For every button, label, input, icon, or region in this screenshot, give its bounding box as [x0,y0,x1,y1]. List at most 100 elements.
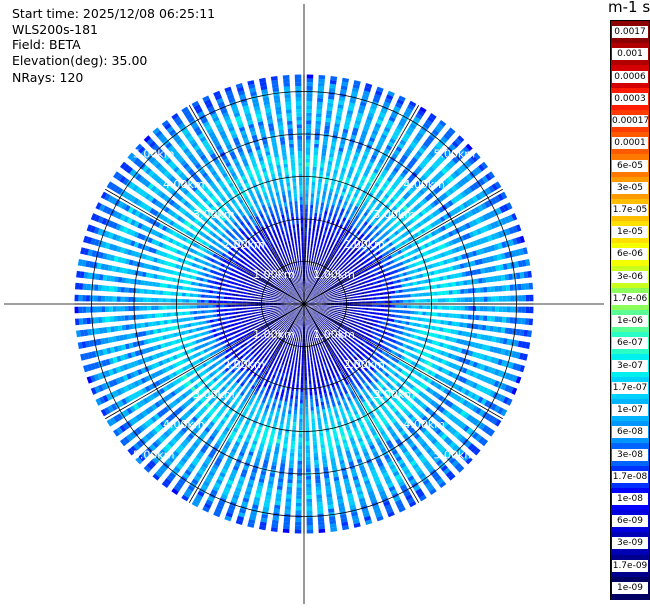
beta-gate-cell [359,161,365,168]
beta-gate-cell [495,264,501,272]
beta-gate-cell [306,306,310,310]
beta-gate-cell [328,411,333,416]
beta-gate-cell [346,284,351,288]
beta-gate-cell [157,436,165,443]
beta-gate-cell [270,326,274,331]
beta-gate-cell [486,286,492,293]
beta-gate-cell [344,222,349,228]
beta-gate-cell [430,247,436,254]
beta-gate-cell [311,321,315,325]
beta-gate-cell [301,319,303,323]
beta-gate-cell [331,274,335,279]
beta-gate-cell [342,128,349,134]
beta-gate-cell [359,316,364,320]
beta-gate-cell [244,437,251,443]
beta-gate-cell [317,351,320,356]
beta-gate-cell [195,391,201,398]
beta-gate-cell [462,201,469,209]
beta-gate-cell [373,281,378,285]
beta-gate-cell [197,490,205,498]
beta-gate-cell [347,106,355,112]
beta-gate-cell [345,281,350,285]
beta-gate-cell [399,405,406,411]
beta-gate-cell [391,300,396,303]
beta-gate-cell [242,397,248,403]
beta-gate-cell [344,156,350,162]
beta-gate-cell [335,444,341,450]
beta-gate-cell [337,249,342,255]
beta-gate-cell [315,201,319,206]
beta-gate-cell [431,438,438,445]
beta-gate-cell [344,331,349,335]
beta-gate-cell [333,225,338,231]
beta-gate-cell [328,290,332,293]
beta-gate-cell [396,124,404,131]
beta-gate-cell [187,388,193,395]
beta-gate-cell [332,281,336,285]
beta-gate-cell [356,230,361,235]
beta-gate-cell [331,259,335,264]
beta-gate-cell [202,362,208,368]
beta-gate-cell [383,296,388,299]
beta-gate-cell [322,409,326,414]
beta-gate-cell [318,355,322,360]
beta-gate-cell [365,341,370,345]
beta-gate-cell [328,332,332,337]
beta-gate-cell [361,298,366,301]
beta-gate-cell [382,206,388,213]
beta-gate-cell [287,330,290,335]
beta-gate-cell [305,154,311,159]
beta-gate-cell [481,438,489,447]
beta-gate-cell [410,376,416,382]
beta-gate-cell [232,465,239,472]
beta-gate-cell [274,325,279,330]
beta-gate-cell [296,325,298,330]
beta-gate-cell [248,335,253,339]
beta-gate-cell [391,152,399,159]
beta-gate-cell [205,499,213,506]
beta-gate-cell [328,291,333,295]
beta-gate-cell [468,403,476,411]
beta-gate-cell [476,228,482,235]
beta-gate-cell [253,372,258,378]
beta-gate-cell [337,296,342,299]
beta-gate-cell [218,409,225,415]
beta-gate-cell [517,340,523,348]
beta-gate-cell [349,322,354,326]
beta-gate-cell [315,120,321,125]
beta-gate-cell [466,186,473,194]
beta-gate-cell [370,243,375,248]
beta-gate-cell [309,208,313,213]
beta-gate-cell [403,450,411,457]
beta-gate-cell [349,364,354,369]
beta-gate-cell [375,512,383,518]
beta-gate-cell [352,375,358,381]
beta-gate-cell [345,177,351,183]
beta-gate-cell [360,270,365,274]
beta-gate-cell [433,305,438,310]
beta-gate-cell [197,399,203,406]
beta-gate-cell [340,342,345,347]
beta-gate-cell [327,231,331,236]
beta-gate-cell [323,336,327,341]
beta-gate-cell [394,314,399,318]
beta-gate-cell [310,262,313,267]
beta-gate-cell [353,301,358,304]
beta-gate-cell [421,404,428,411]
beta-gate-cell [439,406,446,414]
beta-gate-cell [322,254,326,259]
beta-gate-cell [298,306,302,310]
beta-gate-cell [308,322,310,327]
beta-gate-cell [313,288,316,292]
beta-gate-cell [374,272,379,276]
beta-gate-cell [338,298,342,300]
beta-gate-cell [447,426,455,433]
beta-gate-cell [428,388,435,395]
beta-gate-cell [342,340,347,345]
beta-gate-cell [361,323,366,327]
beta-gate-cell [296,475,302,480]
beta-gate-cell [452,207,459,215]
beta-gate-cell [349,266,354,270]
beta-gate-cell [323,136,329,142]
beta-gate-cell [314,319,318,324]
